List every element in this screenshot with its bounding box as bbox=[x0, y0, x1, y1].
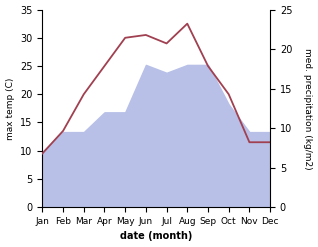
X-axis label: date (month): date (month) bbox=[120, 231, 192, 242]
Y-axis label: med. precipitation (kg/m2): med. precipitation (kg/m2) bbox=[303, 48, 313, 169]
Y-axis label: max temp (C): max temp (C) bbox=[5, 77, 15, 140]
